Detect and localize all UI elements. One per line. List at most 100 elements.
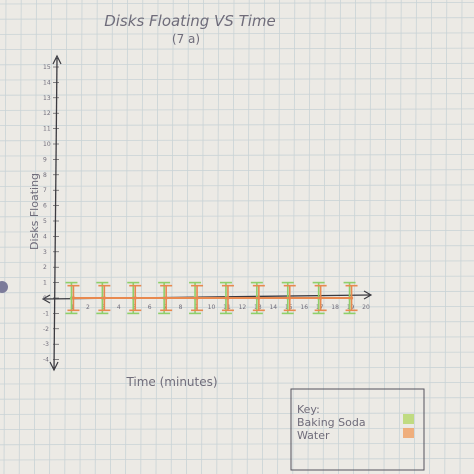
- y-tick-label: -3: [43, 341, 49, 348]
- error-bar-water: [98, 284, 111, 312]
- grid-line-vertical: [110, 0, 113, 474]
- grid-line-horizontal: [0, 366, 474, 370]
- x-axis-arrow-left: [41, 294, 51, 304]
- grid-line-horizontal: [0, 47, 474, 50]
- grid-line-horizontal: [0, 62, 474, 66]
- y-axis-arrow-bottom: [49, 361, 59, 372]
- y-tick-label: -4: [43, 357, 49, 364]
- y-axis: [49, 54, 62, 372]
- grid-line-horizontal: [0, 290, 474, 294]
- data-point-water: [102, 296, 106, 300]
- grid-line-vertical: [34, 0, 37, 474]
- grid-line-horizontal: [0, 214, 474, 218]
- chart-subtitle: (7 a): [172, 32, 200, 46]
- data-point-water: [226, 296, 230, 300]
- x-tick-label: 17: [316, 304, 324, 311]
- grid-line-horizontal: [0, 108, 474, 111]
- grid-line-horizontal: [0, 351, 474, 355]
- grid-line-horizontal: [0, 275, 474, 279]
- grid-line-horizontal: [0, 427, 474, 431]
- y-tick-label: 8: [43, 172, 47, 179]
- error-bar-water: [252, 284, 265, 312]
- grid-line-vertical: [94, 0, 98, 474]
- grid-line-horizontal: [0, 321, 474, 324]
- grid-line-horizontal: [0, 78, 474, 81]
- x-tick-label: 12: [239, 304, 247, 311]
- x-tick-label: 9: [194, 304, 198, 311]
- y-tick-label: -1: [43, 310, 49, 317]
- x-tick-label: 11: [223, 304, 231, 311]
- grid-line-horizontal: [0, 230, 474, 233]
- y-tick-label: 9: [43, 156, 47, 163]
- x-tick-label: 16: [300, 304, 308, 311]
- y-tick-label: 4: [43, 233, 47, 240]
- error-bar-water: [345, 284, 358, 312]
- x-tick-label: 3: [101, 304, 105, 311]
- chart-title: Disks Floating VS Time: [104, 12, 276, 30]
- x-tick-label: 20: [362, 304, 370, 311]
- x-tick-label: 8: [179, 304, 183, 311]
- data-point-water: [319, 296, 323, 300]
- y-axis-arrow-top: [52, 54, 62, 65]
- error-bar-water: [191, 284, 204, 312]
- legend-swatch-water: [403, 428, 414, 438]
- error-bar-water: [283, 284, 296, 312]
- legend-label-baking-soda: Baking Soda: [297, 416, 366, 429]
- grid-line-vertical: [444, 0, 448, 474]
- grid-line-horizontal: [0, 169, 474, 172]
- x-tick-label: 4: [117, 304, 121, 311]
- binder-hole: [0, 281, 8, 293]
- data-point-water: [133, 296, 137, 300]
- x-tick-label: 18: [331, 304, 339, 311]
- y-tick-label: 1: [43, 280, 47, 287]
- grid-line-horizontal: [0, 306, 474, 309]
- grid-line-horizontal: [0, 2, 474, 5]
- y-tick-label: 3: [43, 249, 47, 256]
- x-tick-labels: 1 2 3 4 5 6 7 8 9 10 11 12 13 14 15 16 17 18 19 20: [71, 304, 370, 311]
- grid-line-vertical: [49, 0, 52, 474]
- y-tick-label: 2: [43, 264, 47, 271]
- x-tick-label: 6: [148, 304, 152, 311]
- y-tick-label: 5: [43, 218, 47, 225]
- error-bar-water: [221, 284, 234, 312]
- grid-line-horizontal: [0, 154, 474, 157]
- grid-line-vertical: [18, 0, 22, 474]
- grid-line-horizontal: [0, 93, 474, 96]
- data-point-water: [195, 296, 199, 300]
- x-tick-label: 10: [208, 304, 216, 311]
- x-tick-label: 14: [269, 304, 277, 311]
- legend: Key: Baking Soda Water: [290, 388, 425, 471]
- data-point-water: [71, 296, 76, 300]
- y-tick-label: 14: [43, 79, 51, 86]
- error-bar-water: [67, 284, 80, 312]
- y-axis-line: [53, 57, 58, 371]
- x-tick-label: 5: [132, 304, 136, 311]
- grid-line-horizontal: [0, 245, 474, 248]
- y-tick-label: 12: [43, 110, 51, 117]
- error-bar-water: [129, 284, 142, 312]
- y-tick-label: 7: [43, 187, 47, 194]
- x-tick-label: 19: [347, 304, 355, 311]
- grid-line-vertical: [155, 0, 159, 474]
- grid-line-horizontal: [0, 184, 474, 187]
- grid-line-horizontal: [0, 336, 474, 339]
- grid-line-horizontal: [0, 397, 474, 400]
- grid-line-horizontal: [0, 32, 474, 35]
- x-axis-arrow-right: [363, 290, 373, 300]
- error-bar-water: [314, 284, 327, 312]
- legend-box: [290, 388, 425, 471]
- series-water: [67, 284, 358, 312]
- grid-line-horizontal: [0, 458, 474, 461]
- grid-line-vertical: [79, 0, 83, 474]
- y-axis-label: Disks Floating: [28, 173, 41, 250]
- grid-line-vertical: [459, 0, 463, 474]
- x-tick-label: 1: [71, 304, 75, 311]
- y-tick-label: 6: [43, 203, 47, 210]
- grid-line-horizontal: [0, 138, 474, 142]
- grid-line-vertical: [64, 0, 68, 474]
- grid-line-vertical: [185, 0, 189, 474]
